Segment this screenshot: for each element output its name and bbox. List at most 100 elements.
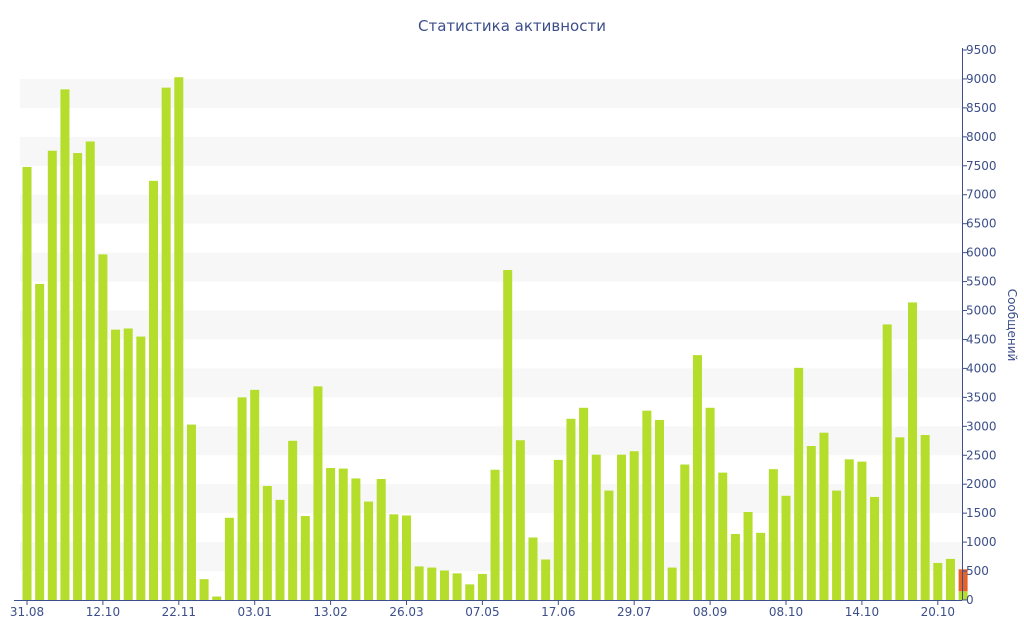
x-tick-label: 29.07 [617,605,651,619]
bar [832,490,842,600]
bar [819,432,829,600]
x-tick-label: 08.10 [769,605,803,619]
bar [604,490,614,600]
y-tick-label: 8500 [966,101,997,115]
x-tick-label: 20.10 [921,605,955,619]
bars-group [22,77,968,601]
bar [439,570,449,600]
bar [35,283,45,600]
x-tick-label: 03.01 [238,605,272,619]
y-tick-label: 7500 [966,159,997,173]
bar [895,437,905,600]
bar [376,479,386,600]
grid-band [20,310,962,340]
bar [250,389,260,600]
bar [844,459,854,600]
y-tick-label: 1000 [966,535,997,549]
bar [642,410,652,600]
bar [136,336,146,600]
bar [288,440,298,600]
y-tick-label: 3000 [966,419,997,433]
bar [655,419,664,600]
bar [73,153,83,601]
bar-current-period [958,569,968,592]
bar [958,591,968,600]
y-tick-label: 500 [966,564,989,578]
bar [477,573,487,600]
bar [667,567,677,600]
bar [326,468,336,600]
bar [794,367,804,600]
bar [123,328,133,600]
bar [857,461,867,600]
bar [364,501,374,600]
bar [465,584,475,600]
bar [490,469,500,600]
bar [186,424,196,600]
bar [300,516,310,600]
bar [237,397,247,600]
x-tick-label: 17.06 [541,605,575,619]
bar [553,459,563,600]
bar [22,166,32,600]
bar [617,454,627,600]
y-tick-label: 1500 [966,506,997,520]
y-tick-label: 9500 [966,43,997,57]
bar [515,440,525,600]
y-tick-label: 3500 [966,390,997,404]
bar [705,407,715,600]
x-tick-label: 07.05 [465,605,499,619]
y-axis: 0 500 1000 1500 2000 2500 3000 3500 4000 4500 5000… [962,43,997,607]
y-tick-label: 2000 [966,477,997,491]
y-tick-label: 4500 [966,332,997,346]
grid-band [20,194,962,224]
bar [313,386,323,600]
bar [199,579,209,600]
bar [566,418,576,600]
chart-title: Статистика активности [418,17,606,35]
x-axis: 31.08 12.10 22.11 03.01 13.02 26.03 07.05 17.06… [10,600,962,619]
bar [870,496,880,600]
bar [262,485,272,600]
bar [149,180,158,600]
y-tick-label: 7000 [966,188,997,202]
bar [781,495,791,600]
bar [806,446,816,600]
bar [945,558,955,600]
y-tick-label: 4000 [966,361,997,375]
x-tick-label: 08.09 [693,605,727,619]
bar [98,254,108,601]
bar [920,435,930,600]
y-tick-label: 0 [966,593,974,607]
grid-band [20,368,962,398]
bar [743,512,753,600]
bar [60,89,70,601]
x-tick-label: 13.02 [313,605,347,619]
bar [692,355,702,600]
bar [541,559,551,600]
bar [85,141,95,600]
bar [351,478,361,600]
y-tick-label: 5500 [966,275,997,289]
bar [680,464,690,600]
bar [338,468,348,600]
bar [503,270,513,600]
bar [933,562,943,600]
bar [174,77,184,601]
bar [718,472,728,600]
bar [389,514,399,600]
x-tick-label: 26.03 [389,605,423,619]
y-tick-label: 8000 [966,130,997,144]
bar [414,566,424,600]
y-tick-label: 2500 [966,448,997,462]
bar [629,451,639,600]
bar [908,302,917,600]
bar [47,150,57,600]
bar [579,407,589,600]
bar [730,534,740,600]
bar [224,517,234,600]
grid-band [20,136,962,166]
grid-band [20,78,962,108]
bar [591,454,601,600]
